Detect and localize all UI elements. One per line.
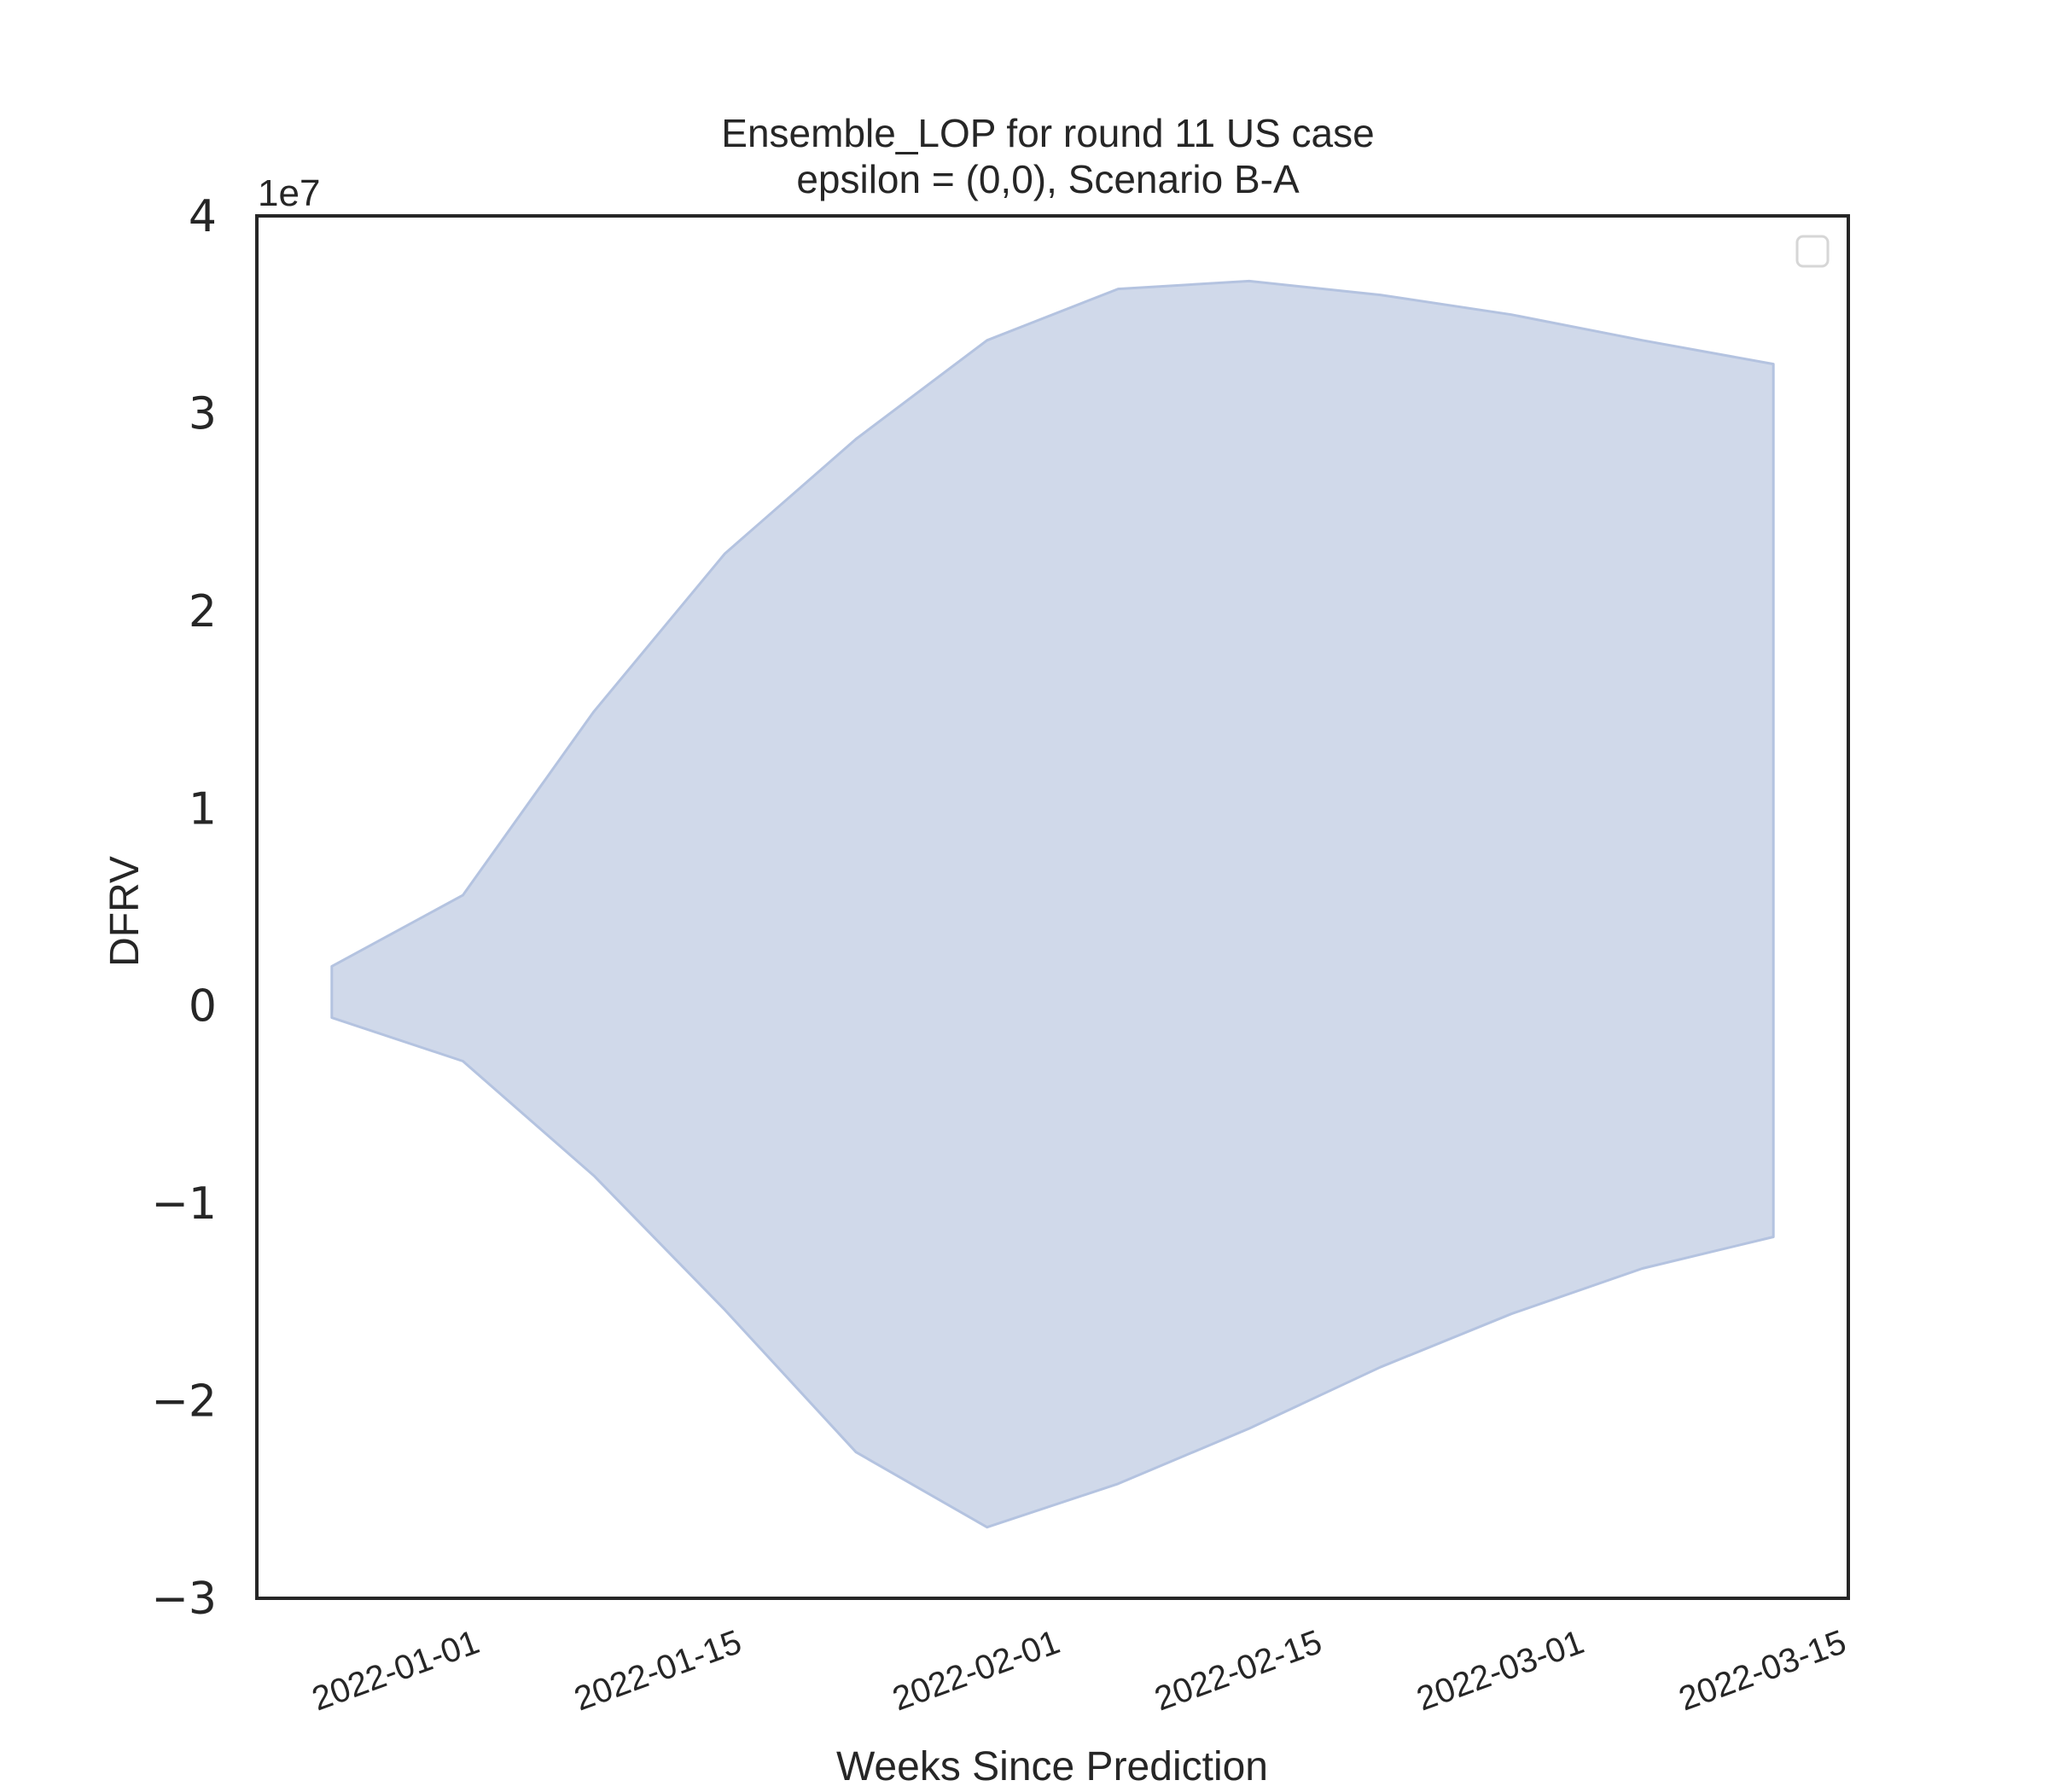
legend-box — [1795, 235, 1830, 268]
axes-frame — [255, 214, 1850, 1600]
band-layer — [330, 279, 1775, 1529]
y-tick-label: −2 — [151, 1376, 217, 1428]
x-axis-ticks: 2022-01-01 2022-01-15 2022-02-01 2022-02-15… — [307, 1623, 1851, 1718]
y-axis-label: DFRV — [102, 856, 148, 967]
x-tick-label: 2022-01-01 — [307, 1623, 484, 1718]
y-tick-label: −3 — [151, 1574, 217, 1625]
chart-subtitle: epsilon = (0,0), Scenario B-A — [796, 157, 1300, 201]
x-axis-label: Weeks Since Prediction — [836, 1744, 1268, 1789]
x-tick-label: 2022-03-15 — [1674, 1623, 1851, 1718]
x-tick-label: 2022-02-01 — [887, 1623, 1064, 1718]
y-tick-label: 4 — [189, 191, 217, 242]
plot-area — [255, 214, 1850, 1600]
x-tick-label: 2022-01-15 — [569, 1623, 746, 1718]
uncertainty-band — [330, 279, 1775, 1529]
y-tick-label: −1 — [151, 1178, 217, 1230]
x-tick-label: 2022-03-01 — [1412, 1623, 1589, 1718]
chart-title: Ensemble_LOP for round 11 US case — [721, 111, 1374, 155]
y-axis-offset-label: 1e7 — [258, 172, 320, 214]
y-axis-ticks: 4 3 2 1 0 −1 −2 −3 — [151, 191, 217, 1625]
y-tick-label: 0 — [189, 981, 217, 1033]
y-tick-label: 3 — [189, 388, 217, 439]
y-tick-label: 1 — [189, 783, 217, 835]
y-tick-label: 2 — [189, 586, 217, 637]
x-tick-label: 2022-02-15 — [1149, 1623, 1326, 1718]
